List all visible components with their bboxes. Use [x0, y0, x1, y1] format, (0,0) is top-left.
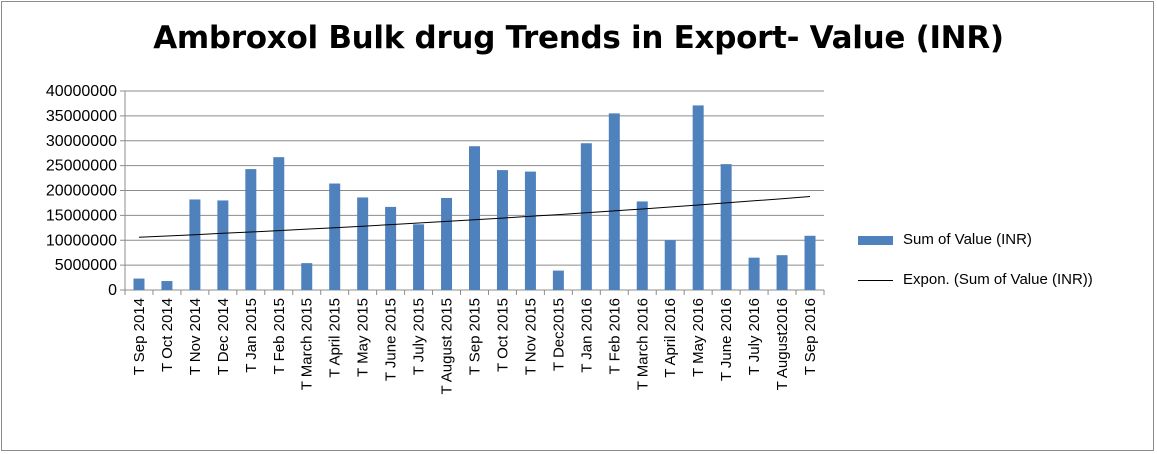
x-tick-label: T August2016 — [774, 298, 791, 390]
x-tick-label: T July 2016 — [746, 298, 763, 375]
x-tick-label: T Sep 2016 — [802, 298, 819, 375]
y-tick-label: 25000000 — [46, 158, 117, 175]
x-tick-label: T Dec 2014 — [215, 298, 232, 375]
legend-line-swatch — [858, 280, 893, 281]
y-tick-label: 15000000 — [46, 207, 117, 224]
x-tick-label: T Dec2015 — [550, 298, 567, 371]
bar — [161, 281, 173, 290]
x-tick-label: T May 2015 — [355, 298, 372, 377]
x-tick-label: T Oct 2014 — [159, 298, 176, 372]
y-tick-label: 30000000 — [46, 133, 117, 150]
legend-label-bars: Sum of Value (INR) — [903, 231, 1032, 248]
legend-bar-swatch — [858, 236, 893, 245]
x-tick-label: T Jan 2016 — [578, 298, 595, 373]
bar — [692, 105, 704, 291]
y-tick-label: 40000000 — [46, 83, 117, 100]
x-tick-label: T March 2016 — [634, 298, 651, 390]
x-tick-label: T Sep 2015 — [467, 298, 484, 375]
bar — [301, 263, 313, 290]
bar — [720, 164, 732, 290]
bar — [413, 224, 425, 290]
x-tick-label: T Feb 2016 — [606, 298, 623, 374]
trendline — [138, 196, 811, 238]
bar — [133, 278, 145, 290]
bar — [217, 200, 229, 290]
bar — [804, 235, 816, 290]
x-tick-label: T Jan 2015 — [243, 298, 260, 373]
y-tick-label: 35000000 — [46, 108, 117, 125]
bar — [189, 199, 201, 290]
y-tick-label: 20000000 — [46, 183, 117, 200]
bar — [524, 171, 536, 290]
y-tick-label: 5000000 — [55, 257, 117, 274]
x-tick-label: T Nov 2014 — [187, 298, 204, 375]
chart-title: Ambroxol Bulk drug Trends in Export- Val… — [153, 20, 1004, 56]
bar — [552, 270, 564, 290]
bar — [385, 206, 397, 290]
x-tick-label: T Oct 2015 — [494, 298, 511, 372]
x-tick-label: T April 2015 — [327, 298, 344, 378]
bar — [469, 146, 480, 290]
bar — [329, 183, 341, 290]
x-tick-label: T April 2016 — [662, 298, 679, 378]
x-tick-label: T June 2015 — [383, 298, 400, 381]
bar — [580, 143, 592, 290]
bar — [496, 170, 508, 290]
bar — [357, 197, 369, 290]
bar — [441, 197, 453, 290]
y-tick-label: 0 — [108, 282, 117, 299]
x-tick-label: T August 2015 — [439, 298, 456, 394]
x-tick-label: T May 2016 — [690, 298, 707, 377]
x-tick-label: T Nov 2015 — [522, 298, 539, 375]
x-tick-label: T June 2016 — [718, 298, 735, 381]
x-tick-label: T Feb 2015 — [271, 298, 288, 374]
y-tick-label: 10000000 — [46, 232, 117, 249]
legend-label-trendline: Expon. (Sum of Value (INR)) — [903, 271, 1093, 288]
bar — [776, 255, 788, 290]
x-tick-label: T March 2015 — [299, 298, 316, 390]
bar — [608, 113, 620, 290]
x-tick-label: T Sep 2014 — [131, 298, 148, 375]
x-tick-label: T July 2015 — [411, 298, 428, 375]
bar — [748, 257, 760, 290]
bar — [664, 240, 676, 290]
bar — [636, 201, 648, 290]
bar — [273, 157, 285, 290]
bar — [245, 169, 257, 290]
